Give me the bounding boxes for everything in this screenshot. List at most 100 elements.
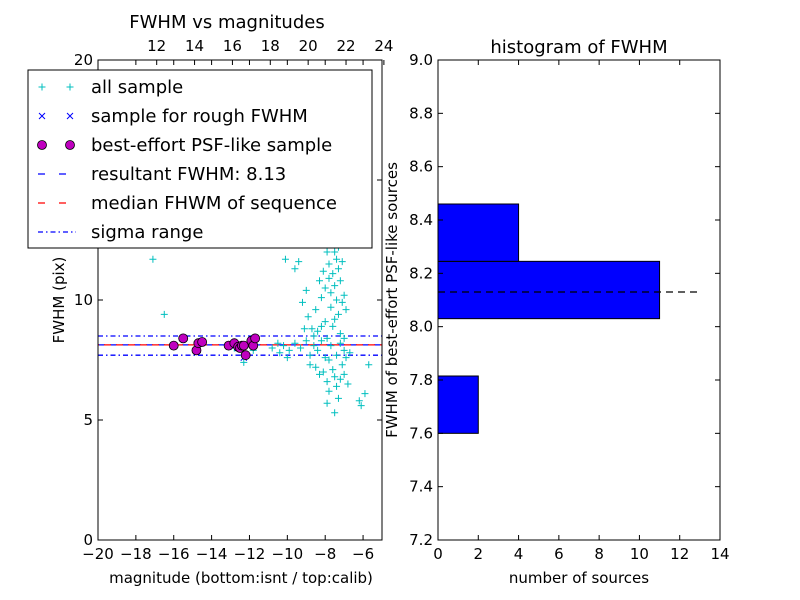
point-+-0-46 (336, 330, 344, 338)
plus-marker (321, 318, 329, 326)
plus-marker (342, 306, 350, 314)
plus-marker (240, 358, 248, 366)
point-+-0-2 (281, 255, 289, 263)
plus-marker (302, 337, 310, 345)
point-+-0-55 (323, 378, 331, 386)
plus-marker (317, 294, 325, 302)
y-tick-label: 20 (74, 51, 93, 69)
point-+-0-71 (361, 390, 369, 398)
plus-marker (276, 349, 284, 357)
point-+-0-75 (276, 349, 284, 357)
plus-marker (310, 332, 318, 340)
scatter-ylabel: FWHM (pix) (50, 257, 68, 344)
plus-marker (342, 354, 350, 362)
hist-y-tick-label: 8.4 (409, 211, 433, 229)
hist-x-tick-label: 4 (514, 545, 524, 563)
point-+-0-51 (342, 306, 350, 314)
plus-marker (333, 382, 341, 390)
plus-marker (297, 344, 305, 352)
plus-marker (323, 399, 331, 407)
plus-marker (336, 277, 344, 285)
plus-marker (312, 363, 320, 371)
point-+-0-54 (319, 368, 327, 376)
plus-marker (325, 387, 333, 395)
point-+-0-23 (312, 306, 320, 314)
plus-marker (321, 284, 329, 292)
legend-label: best-effort PSF-like sample (91, 135, 332, 156)
point-+-0-83 (327, 342, 335, 350)
point-+-0-1 (160, 310, 168, 318)
point-+-0-22 (308, 325, 316, 333)
circle-marker (168, 340, 179, 351)
point-+-0-42 (334, 265, 342, 273)
point-+-0-86 (340, 346, 348, 354)
point-+-0-70 (357, 402, 365, 410)
point-+-0-68 (331, 409, 339, 417)
legend-entry-2: best-effort PSF-like sample (37, 135, 332, 156)
point-+-0-36 (329, 322, 337, 330)
x-tick-label: −20 (82, 545, 114, 563)
point-+-0-52 (312, 363, 320, 371)
circle-marker (197, 337, 208, 347)
point-+-0-17 (323, 334, 331, 342)
point-+-0-57 (329, 366, 337, 374)
plus-marker (308, 325, 316, 333)
point-+-0-15 (317, 337, 325, 345)
legend-entry-3: resultant FWHM: 8.13 (38, 164, 286, 185)
point-+-0-11 (302, 337, 310, 345)
point-+-0-14 (314, 346, 322, 354)
histogram-ticks: 0 2 4 6 8 10 12 14 7.2 7.4 7.6 7.8 8.0 8.2 8.4 8.6 8.8 9.… (409, 51, 729, 563)
legend-label: median FHWM of sequence (91, 193, 337, 214)
plus-marker (314, 327, 322, 335)
point-+-0-41 (333, 296, 341, 304)
top-tick-label: 12 (147, 37, 166, 55)
point-+-0-80 (310, 332, 318, 340)
point-+-0-26 (319, 267, 327, 275)
hist-y-tick-label: 7.2 (409, 531, 433, 549)
scatter-xlabel: magnitude (bottom:isnt / top:calib) (109, 569, 373, 587)
legend-label: sample for rough FWHM (91, 106, 308, 127)
point-+-0-47 (338, 298, 346, 306)
plus-marker (291, 265, 299, 273)
point-+-0-28 (321, 318, 329, 326)
point-+-0-33 (327, 303, 335, 311)
plus-marker (316, 370, 324, 378)
point-+-0-37 (331, 282, 339, 290)
histogram-title: histogram of FWHM (490, 37, 667, 58)
x-tick-label: −16 (158, 545, 190, 563)
plus-marker (329, 366, 337, 374)
histogram-xlabel: number of sources (509, 569, 649, 587)
legend-x-icon (66, 112, 74, 120)
histogram-bar-2 (437, 203, 520, 262)
point-+-0-9 (291, 339, 299, 347)
plus-marker (340, 370, 348, 378)
top-tick-label: 16 (223, 37, 242, 55)
hist-x-tick-label: 12 (670, 545, 689, 563)
scatter-plot-layer (98, 238, 382, 417)
point-o-2-11 (240, 350, 251, 361)
plus-marker (312, 306, 320, 314)
plus-marker (334, 394, 342, 402)
point-+-0-58 (331, 373, 339, 381)
point-o-2-1 (178, 333, 189, 344)
plus-marker (306, 361, 314, 369)
legend-entry-5: sigma range (38, 222, 203, 243)
plus-marker (325, 260, 333, 268)
point-+-0-38 (331, 315, 339, 323)
point-+-0-10 (297, 344, 305, 352)
plus-marker (323, 334, 331, 342)
x-tick-label: −14 (196, 545, 228, 563)
point-+-0-16 (321, 354, 329, 362)
point-+-0-8 (285, 346, 293, 354)
legend-label: resultant FWHM: 8.13 (91, 164, 286, 185)
circle-marker (250, 333, 261, 344)
point-+-0-13 (310, 342, 318, 350)
circle-marker (238, 340, 249, 351)
plus-marker (340, 334, 348, 342)
x-tick-label: −12 (234, 545, 266, 563)
plus-marker (346, 349, 354, 357)
top-tick-label: 18 (261, 37, 280, 55)
plus-marker (291, 339, 299, 347)
plus-marker (333, 351, 341, 359)
plus-marker (298, 298, 306, 306)
